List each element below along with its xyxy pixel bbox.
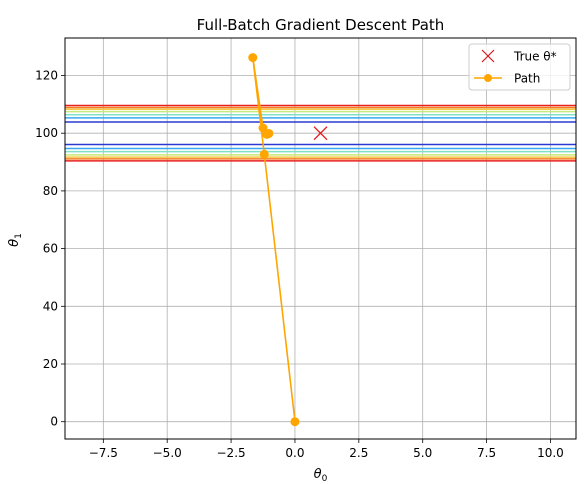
true-theta-marker: [313, 126, 328, 141]
plot-frame: [64, 37, 577, 440]
x-tick-label: 2.5: [349, 446, 368, 460]
path-point: [248, 53, 258, 63]
x-axis-label: θ0: [314, 467, 328, 484]
x-tick-label: −5.0: [153, 446, 182, 460]
x-tick-label: 5.0: [413, 446, 432, 460]
x-tick-label: 10.0: [537, 446, 564, 460]
x-tick-label: 0.0: [285, 446, 304, 460]
y-tick-label: 60: [43, 242, 58, 256]
x-tick-label: −7.5: [89, 446, 118, 460]
y-tick-label: 0: [50, 415, 58, 429]
legend-path-marker: [484, 74, 492, 82]
x-axis: −7.5 −5.0 −2.5 0.0 2.5 5.0 7.5 10.0: [89, 439, 564, 460]
chart-title: Full-Batch Gradient Descent Path: [197, 16, 445, 34]
legend-label-true: True θ*: [513, 50, 557, 64]
legend-true-marker: [481, 49, 495, 63]
contour-lines: [65, 104, 576, 162]
y-axis: 0 20 40 60 80 100 120: [35, 69, 65, 429]
y-tick-label: 40: [43, 299, 58, 313]
x-tick-label: 7.5: [477, 446, 496, 460]
path-point: [264, 128, 274, 138]
y-tick-label: 80: [43, 184, 58, 198]
y-tick-label: 100: [35, 126, 58, 140]
path-point: [259, 149, 269, 159]
descent-path: [248, 53, 300, 427]
y-tick-label: 120: [35, 69, 58, 83]
legend: True θ* Path: [468, 43, 571, 91]
y-tick-label: 20: [43, 357, 58, 371]
x-tick-label: −2.5: [217, 446, 246, 460]
legend-label-path: Path: [514, 72, 540, 86]
path-point: [290, 417, 300, 427]
true-point: [313, 126, 328, 141]
y-axis-label: θ1: [7, 233, 24, 247]
